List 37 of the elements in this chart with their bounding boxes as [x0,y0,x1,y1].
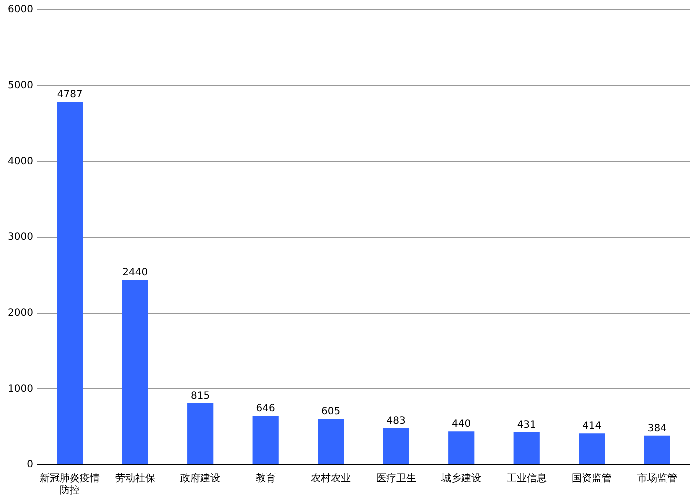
bar [448,432,475,464]
bar [514,432,540,464]
y-tick-label: 2000 [8,308,34,319]
y-tick-label: 6000 [8,4,34,16]
data-label: 414 [582,421,602,432]
x-tick-label: 政府建设 [180,472,221,485]
data-label: 815 [191,390,210,402]
bar [252,416,279,464]
y-tick-label: 1000 [8,384,34,395]
bar [383,428,410,464]
x-tick-label: 新冠肺炎疫情防控 [40,472,100,497]
bar [579,434,606,464]
data-label: 440 [452,419,472,430]
x-tick-label: 农村农业 [311,472,352,485]
x-tick-label: 劳动社保 [115,472,156,485]
data-label: 646 [256,404,276,415]
bar [318,419,344,464]
bar [57,102,84,464]
y-tick-label: 3000 [8,232,34,244]
data-label: 4787 [57,90,83,101]
data-label: 483 [386,416,406,427]
data-label: 431 [517,420,536,431]
bar [122,280,148,464]
x-tick-label: 城乡建设 [440,472,482,485]
y-tick-label: 5000 [8,80,34,92]
data-label: 605 [322,406,341,418]
y-tick-label: 0 [27,460,34,471]
bar [188,403,214,464]
x-tick-label: 教育 [256,472,276,485]
data-label: 2440 [122,268,148,279]
bar [644,436,670,464]
x-tick-label: 国资监管 [572,472,612,485]
x-tick-label: 工业信息 [506,472,547,485]
y-tick-label: 4000 [8,156,34,168]
x-tick-label: 医疗卫生 [376,472,416,485]
x-tick-label: 市场监管 [637,472,678,485]
data-label: 384 [648,423,667,434]
